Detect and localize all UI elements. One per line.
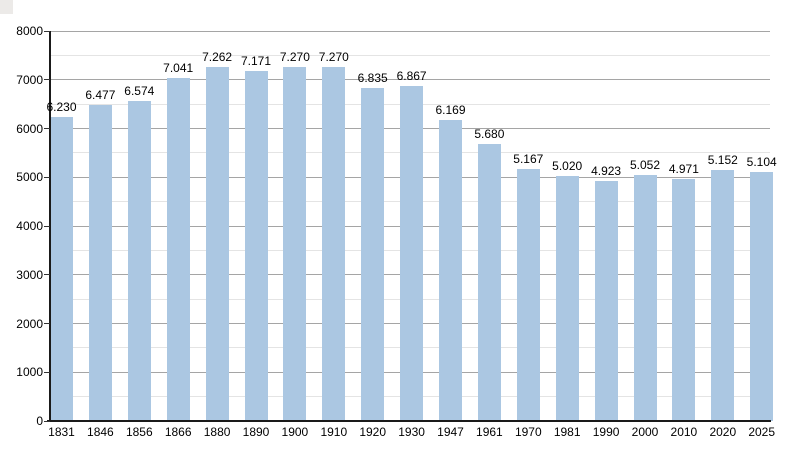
- x-tick-label-1920: 1920: [359, 425, 387, 439]
- y-tick-label-2000: 2000: [16, 316, 43, 331]
- bar-value-label-1880: 7.262: [202, 49, 233, 64]
- x-tick-label-1900: 1900: [281, 425, 309, 439]
- bar-value-label-1831: 6.230: [46, 100, 77, 115]
- x-tick-label-1981: 1981: [553, 425, 581, 439]
- bar-value-label-1981: 5.020: [552, 159, 583, 174]
- bar-value-label-1970: 5.167: [513, 152, 544, 167]
- x-axis-line: [47, 420, 771, 422]
- y-tick-mark-6000: [44, 128, 50, 129]
- bar-value-label-2025: 5.104: [746, 155, 777, 170]
- y-tick-mark-7000: [44, 79, 50, 81]
- bar-1981: [555, 176, 579, 421]
- y-tick-label-7000: 7000: [16, 72, 43, 87]
- y-tick-mark-0: [44, 420, 50, 422]
- bar-1920: [361, 87, 385, 421]
- x-tick-label-1990: 1990: [592, 425, 620, 439]
- y-tick-mark-4000: [44, 225, 50, 227]
- bar-2025: [750, 172, 774, 421]
- bar-value-label-1920: 6.835: [357, 70, 388, 85]
- bar-value-label-1856: 6.574: [124, 83, 155, 98]
- y-tick-mark-8000: [44, 30, 50, 32]
- bar-2020: [711, 169, 735, 421]
- y-tick-mark-3000: [44, 274, 50, 276]
- bar-1910: [322, 66, 346, 421]
- x-tick-label-1930: 1930: [398, 425, 425, 439]
- x-tick-label-1910: 1910: [320, 425, 348, 439]
- x-tick-label-2010: 2010: [670, 425, 698, 439]
- bar-1831: [50, 117, 73, 421]
- bar-1961: [477, 144, 501, 421]
- y-gridline-major-8000: [50, 30, 770, 32]
- y-tick-label-8000: 8000: [16, 24, 43, 38]
- bar-value-label-1930: 6.867: [396, 69, 427, 84]
- y-tick-mark-5000: [44, 176, 50, 178]
- bar-1890: [244, 71, 268, 421]
- bar-value-label-1890: 7.171: [240, 54, 272, 69]
- bar-1990: [594, 181, 618, 421]
- y-gridline-major-7000: [50, 79, 770, 81]
- x-tick-label-1970: 1970: [514, 425, 542, 439]
- bar-1900: [283, 66, 307, 421]
- y-tick-label-1000: 1000: [16, 365, 43, 380]
- x-tick-label-1866: 1866: [164, 425, 192, 439]
- plot-area: 6.230 6.477 6.574 7.041 7.262 7.171 7.270 7.270…: [46, 30, 777, 421]
- x-tick-label-2000: 2000: [631, 425, 659, 439]
- bar-value-label-1910: 7.270: [318, 49, 349, 64]
- y-tick-label-0: 0: [36, 414, 43, 428]
- bar-value-label-2010: 4.971: [668, 161, 699, 176]
- y-tick-mark-2000: [44, 323, 50, 324]
- y-tick-label-4000: 4000: [16, 219, 43, 233]
- bar-value-label-1846: 6.477: [85, 88, 116, 103]
- y-tick-label-5000: 5000: [16, 170, 43, 185]
- x-tick-label-1880: 1880: [203, 425, 231, 439]
- bar-1856: [127, 100, 151, 421]
- bar-1930: [400, 86, 424, 421]
- x-tick-label-2025: 2025: [748, 425, 776, 439]
- x-tick-label-1947: 1947: [437, 425, 464, 439]
- bar-1880: [205, 66, 229, 421]
- bar-value-label-2000: 5.052: [629, 157, 661, 172]
- bar-1846: [88, 105, 112, 421]
- bar-value-label-1900: 7.270: [279, 49, 310, 64]
- bar-1970: [516, 169, 540, 421]
- y-tick-label-3000: 3000: [16, 267, 43, 282]
- x-tick-label-2020: 2020: [709, 425, 737, 439]
- y-tick-label-6000: 6000: [16, 121, 43, 136]
- bar-1866: [166, 77, 190, 421]
- x-tick-label-1961: 1961: [476, 425, 503, 439]
- bar-value-label-1947: 6.169: [435, 103, 466, 118]
- bar-1947: [439, 120, 462, 421]
- bar-2010: [672, 178, 696, 421]
- y-tick-mark-1000: [44, 371, 50, 373]
- bar-value-label-2020: 5.152: [707, 152, 738, 167]
- x-tick-label-1856: 1856: [125, 425, 153, 439]
- bar-2000: [633, 174, 657, 421]
- x-tick-label-1890: 1890: [242, 425, 270, 439]
- bar-value-label-1866: 7.041: [163, 60, 194, 75]
- x-tick-label-1831: 1831: [48, 425, 75, 439]
- page-corner-artifact: [0, 0, 13, 14]
- x-tick-label-1846: 1846: [87, 425, 114, 439]
- bar-value-label-1961: 5.680: [474, 127, 505, 142]
- bar-value-label-1990: 4.923: [591, 164, 622, 179]
- y-gridline-minor-7500: [50, 54, 770, 56]
